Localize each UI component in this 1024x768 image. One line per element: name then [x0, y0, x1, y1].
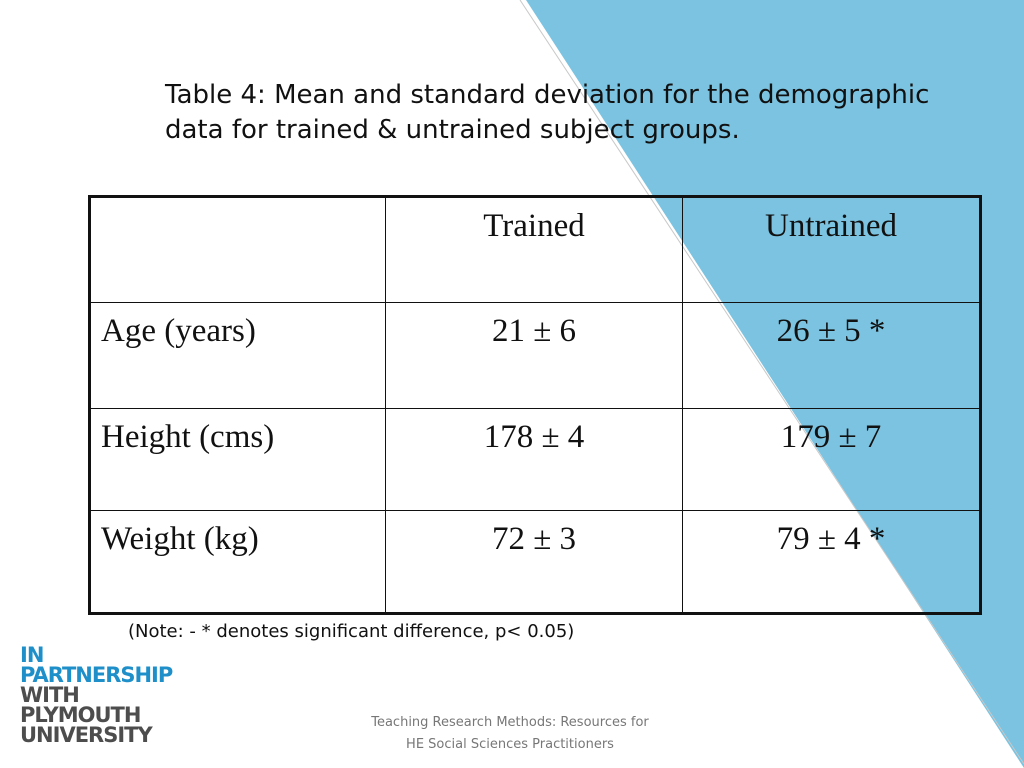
trained-value: 178 ± 4 [385, 408, 683, 511]
table-header-cell: Trained [385, 196, 683, 303]
table-header-row: Trained Untrained [89, 196, 981, 303]
demographic-table: Trained Untrained Age (years) 21 ± 6 26 … [88, 195, 982, 615]
slide-footer: Teaching Research Methods: Resources for… [330, 712, 690, 756]
slide-title: Table 4: Mean and standard deviation for… [165, 80, 930, 145]
table-header-cell [89, 196, 386, 303]
footer-line: HE Social Sciences Practitioners [406, 737, 614, 752]
row-label: Age (years) [89, 302, 386, 409]
row-label: Weight (kg) [89, 510, 386, 614]
logo-line: PLYMOUTH [20, 703, 141, 727]
table-row: Weight (kg) 72 ± 3 79 ± 4 * [89, 510, 981, 614]
table-note: (Note: - * denotes significant differenc… [128, 621, 575, 642]
plymouth-university-logo: IN PARTNERSHIP WITH PLYMOUTH UNIVERSITY [20, 643, 173, 747]
row-label: Height (cms) [89, 408, 386, 511]
untrained-value: 179 ± 7 [682, 408, 981, 511]
logo-line: WITH [20, 683, 80, 707]
logo-line: UNIVERSITY [20, 723, 153, 747]
trained-value: 21 ± 6 [385, 302, 683, 409]
logo-line: PARTNERSHIP [20, 663, 173, 687]
untrained-value: 26 ± 5 * [682, 302, 981, 409]
untrained-value: 79 ± 4 * [682, 510, 981, 614]
table-row: Height (cms) 178 ± 4 179 ± 7 [89, 408, 981, 511]
footer-line: Teaching Research Methods: Resources for [371, 715, 649, 730]
table-header-cell: Untrained [682, 196, 981, 303]
logo-line: IN [20, 643, 44, 667]
trained-value: 72 ± 3 [385, 510, 683, 614]
table-row: Age (years) 21 ± 6 26 ± 5 * [89, 302, 981, 409]
